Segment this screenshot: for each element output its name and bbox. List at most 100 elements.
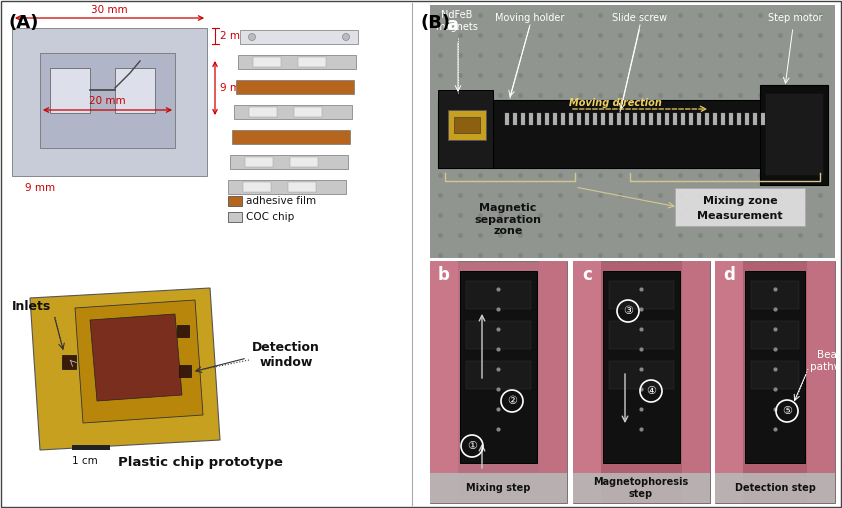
Bar (751, 281, 799, 309)
Bar (593, 113, 597, 125)
Bar (681, 113, 685, 125)
Bar (573, 261, 601, 503)
Bar (294, 107, 322, 117)
Bar (179, 365, 191, 377)
Bar (751, 361, 799, 389)
Text: 9 mm: 9 mm (220, 83, 250, 93)
Bar (240, 30, 358, 44)
Bar (12, 28, 207, 176)
Bar (539, 261, 567, 503)
Bar (689, 113, 693, 125)
Bar (617, 113, 621, 125)
Polygon shape (75, 300, 203, 423)
Text: Measurement: Measurement (697, 211, 783, 221)
Bar (466, 281, 531, 309)
Bar (40, 53, 175, 148)
Text: adhesive film: adhesive film (246, 196, 316, 206)
Bar (460, 271, 537, 463)
Bar (228, 180, 346, 194)
Text: Magnetic
separation
zone: Magnetic separation zone (475, 203, 541, 236)
Text: Magnetophoresis
step: Magnetophoresis step (594, 477, 689, 499)
Bar (298, 57, 326, 67)
Bar (50, 68, 90, 113)
Text: ①: ① (467, 441, 477, 451)
Bar (115, 68, 155, 113)
Bar (585, 113, 589, 125)
Text: (B): (B) (420, 14, 450, 32)
Text: c: c (582, 266, 592, 284)
Bar (288, 182, 316, 192)
Bar (236, 80, 354, 94)
Bar (243, 182, 271, 192)
Bar (729, 113, 733, 125)
Bar (0, 0, 410, 508)
Text: ⑤: ⑤ (782, 406, 792, 416)
Bar (177, 325, 189, 337)
Text: d: d (723, 266, 735, 284)
Bar (228, 196, 242, 206)
Bar (721, 113, 725, 125)
Bar (715, 473, 835, 503)
Bar (505, 113, 509, 125)
Bar (466, 321, 531, 349)
Bar (765, 93, 823, 175)
Bar (245, 157, 273, 167)
Text: 20 mm: 20 mm (89, 96, 125, 106)
Text: Detection step: Detection step (734, 483, 815, 493)
Text: Plastic chip prototype: Plastic chip prototype (118, 456, 283, 469)
Bar (234, 105, 352, 119)
Bar (62, 355, 76, 369)
Bar (545, 113, 549, 125)
Bar (438, 90, 493, 168)
Bar (454, 117, 480, 133)
Bar (609, 113, 613, 125)
Bar (529, 113, 533, 125)
Bar (521, 113, 525, 125)
Circle shape (343, 34, 349, 41)
Text: Mixing zone: Mixing zone (703, 196, 777, 206)
Bar (573, 261, 710, 503)
Text: 1 cm: 1 cm (72, 456, 98, 466)
Bar (430, 473, 567, 503)
Bar (673, 113, 677, 125)
Bar (705, 113, 709, 125)
Bar (601, 113, 605, 125)
Text: NdFeB
magnets: NdFeB magnets (435, 10, 478, 31)
Text: Slide screw: Slide screw (612, 13, 668, 23)
Bar (745, 271, 805, 463)
Bar (290, 157, 318, 167)
Bar (438, 100, 823, 168)
Bar (569, 113, 573, 125)
Bar (665, 113, 669, 125)
Bar (745, 113, 749, 125)
Bar (430, 261, 458, 503)
Text: a: a (446, 16, 458, 34)
Bar (753, 113, 757, 125)
Bar (228, 212, 242, 222)
Text: ③: ③ (623, 306, 633, 316)
Bar (609, 321, 674, 349)
Bar (751, 321, 799, 349)
Bar (641, 113, 645, 125)
Bar (697, 113, 701, 125)
Bar (609, 281, 674, 309)
Bar (737, 113, 741, 125)
Text: Detection
window: Detection window (252, 341, 320, 369)
Text: Beam
pathway: Beam pathway (810, 350, 842, 372)
Bar (577, 113, 581, 125)
Text: 30 mm: 30 mm (91, 5, 128, 15)
Bar (807, 261, 835, 503)
Bar (657, 113, 661, 125)
Polygon shape (30, 288, 220, 450)
Bar (625, 113, 629, 125)
Bar (715, 261, 835, 503)
Text: ②: ② (507, 396, 517, 406)
Bar (649, 113, 653, 125)
Bar (253, 57, 281, 67)
Circle shape (248, 34, 255, 41)
Text: Moving holder: Moving holder (495, 13, 565, 23)
Bar (715, 261, 743, 503)
Text: 9 mm: 9 mm (25, 183, 55, 193)
Bar (430, 5, 835, 258)
Bar (430, 261, 567, 503)
